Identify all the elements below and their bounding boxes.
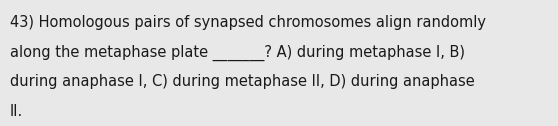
Text: II.: II. [10,104,23,119]
Text: 43) Homologous pairs of synapsed chromosomes align randomly: 43) Homologous pairs of synapsed chromos… [10,15,486,30]
Text: along the metaphase plate _______? A) during metaphase I, B): along the metaphase plate _______? A) du… [10,45,465,61]
Text: during anaphase I, C) during metaphase II, D) during anaphase: during anaphase I, C) during metaphase I… [10,74,475,89]
